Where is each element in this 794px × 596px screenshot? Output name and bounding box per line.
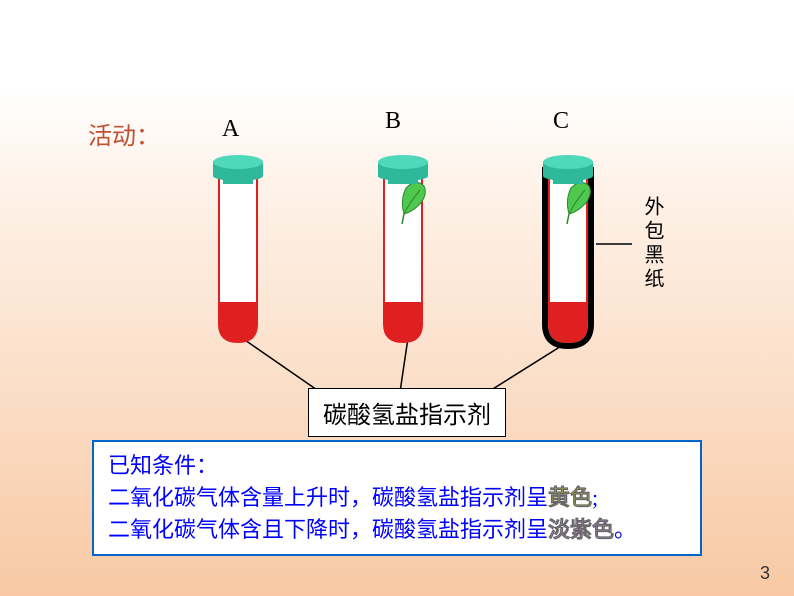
condition-title: 已知条件： [108,450,686,482]
yellow-text: 黄色 [548,485,592,510]
condition-line-2: 二氧化碳气体含且下降时，碳酸氢盐指示剂呈淡紫色。 [108,514,686,546]
leaf-icon [567,182,590,224]
tube-b [378,155,428,342]
page-number: 3 [760,563,770,584]
purple-text: 淡紫色 [548,517,614,542]
black-paper-label: 外包黑纸 [638,196,667,292]
condition-line-1: 二氧化碳气体含量上升时，碳酸氢盐指示剂呈黄色; [108,482,686,514]
tube-label-c: C [553,108,569,135]
tube-a [213,155,263,342]
activity-label: 活动： [88,116,160,151]
tube-label-a: A [222,116,239,143]
condition-box: 已知条件： 二氧化碳气体含量上升时，碳酸氢盐指示剂呈黄色; 二氧化碳气体含且下降… [92,440,702,556]
tube-c [543,155,593,346]
tube-label-b: B [385,108,401,135]
indicator-box: 碳酸氢盐指示剂 [308,388,506,437]
leaf-icon [402,182,425,224]
